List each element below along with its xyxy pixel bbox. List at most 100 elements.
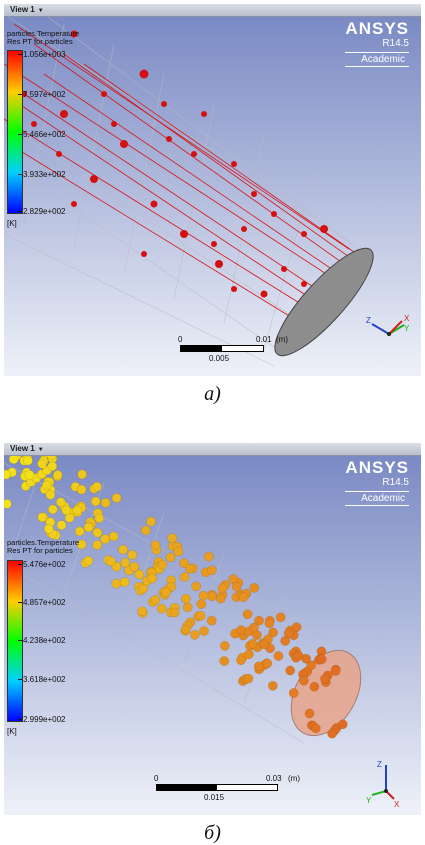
particle (309, 681, 320, 692)
particles-a (21, 11, 352, 327)
particle (206, 565, 217, 576)
cfd-view-a[interactable]: View 1 ▼ ANSYS R14.5 Academic particles.T… (4, 4, 421, 376)
particle (249, 622, 259, 633)
scale-zero: 0 (154, 774, 159, 783)
particle (291, 622, 302, 633)
particle (203, 551, 214, 562)
axis-y-label: Y (366, 796, 372, 805)
particle (45, 489, 56, 500)
legend-tick: 3.933e+002 (18, 170, 66, 179)
particle (150, 595, 161, 605)
brand-tag: Academic (345, 52, 409, 67)
particle (196, 599, 207, 609)
particle (111, 578, 122, 589)
particle (169, 607, 180, 618)
legend-title: particles.Temperature (7, 538, 80, 547)
axis-triad-a[interactable]: Z X Y (364, 309, 414, 359)
particle (267, 680, 278, 691)
particle (92, 481, 102, 492)
particle (327, 728, 337, 739)
particle (111, 493, 122, 503)
cfd-view-b[interactable]: View 1 ▼ ANSYS R14.5 Academic particles.T… (4, 443, 421, 815)
particle (140, 525, 151, 536)
scale-unit: (m) (276, 335, 288, 344)
particle (238, 592, 249, 602)
particle (273, 651, 284, 661)
particle (243, 673, 254, 684)
ansys-logo: ANSYS R14.5 Academic (345, 459, 409, 506)
particle (23, 455, 33, 466)
chevron-down-icon: ▼ (37, 447, 44, 453)
particle (189, 629, 200, 640)
legend-tick: 4.238e+002 (18, 636, 66, 645)
particle (182, 602, 193, 613)
particle (47, 504, 58, 515)
particle (249, 582, 260, 593)
tube-wireframe-b (4, 457, 335, 744)
particle (247, 638, 258, 649)
scale-mid: 0.015 (204, 793, 225, 802)
legend-subtitle: Res PT for particles (7, 546, 73, 555)
axis-y-label: Y (404, 324, 410, 333)
particle (195, 610, 206, 621)
scale-zero: 0 (178, 335, 183, 344)
particle (268, 627, 278, 638)
particle (244, 649, 254, 660)
particle (293, 650, 304, 661)
view-selector[interactable]: View 1 ▼ (10, 5, 44, 14)
particle (4, 499, 12, 509)
axis-triad-b[interactable]: Z X Y (364, 759, 414, 809)
scale-mid: 0.005 (209, 354, 230, 363)
particle (179, 572, 190, 582)
particle (206, 615, 217, 626)
particle (52, 470, 63, 480)
axis-x-label: X (394, 800, 400, 809)
view-selector[interactable]: View 1 ▼ (10, 444, 44, 453)
particle (299, 675, 309, 686)
particle (280, 636, 291, 646)
particle (120, 557, 131, 568)
legend-tick: 3.618e+002 (18, 675, 66, 684)
particle (74, 526, 85, 537)
particles-b (4, 443, 348, 739)
brand-name: ANSYS (345, 19, 409, 38)
particle (310, 723, 321, 734)
scale-end: 0.01 (256, 335, 272, 344)
particle (100, 534, 110, 544)
particle (236, 625, 247, 635)
caption-a: a) (204, 383, 221, 405)
particle (76, 539, 87, 550)
legend-unit: [K] (7, 727, 17, 736)
particle (118, 544, 128, 555)
particle (180, 593, 191, 604)
particle (147, 573, 157, 584)
particle (37, 512, 48, 523)
legend-color-bar (7, 560, 23, 722)
particle-tracks-a (4, 23, 355, 323)
particle (137, 606, 147, 617)
axis-z-label: Z (366, 316, 371, 325)
legend-subtitle: Res PT for particles (7, 37, 73, 46)
brand-tag: Academic (345, 491, 409, 506)
particle (185, 563, 195, 574)
particle (83, 522, 94, 533)
particle (72, 505, 83, 516)
particle (92, 540, 103, 550)
particle (199, 626, 209, 636)
particle (146, 516, 156, 527)
particle (119, 577, 130, 587)
particle (180, 624, 191, 635)
particle (92, 527, 103, 538)
legend-tick: 5.466e+002 (18, 130, 66, 139)
particle (108, 531, 119, 542)
particle (138, 583, 148, 594)
particle (129, 561, 140, 572)
axis-x-label: X (404, 314, 410, 323)
particle (56, 520, 67, 530)
scale-ruler (156, 784, 278, 791)
particle (264, 618, 275, 629)
brand-name: ANSYS (345, 458, 409, 477)
legend-unit: [K] (7, 219, 17, 228)
particle (24, 470, 35, 480)
particle (275, 612, 286, 623)
